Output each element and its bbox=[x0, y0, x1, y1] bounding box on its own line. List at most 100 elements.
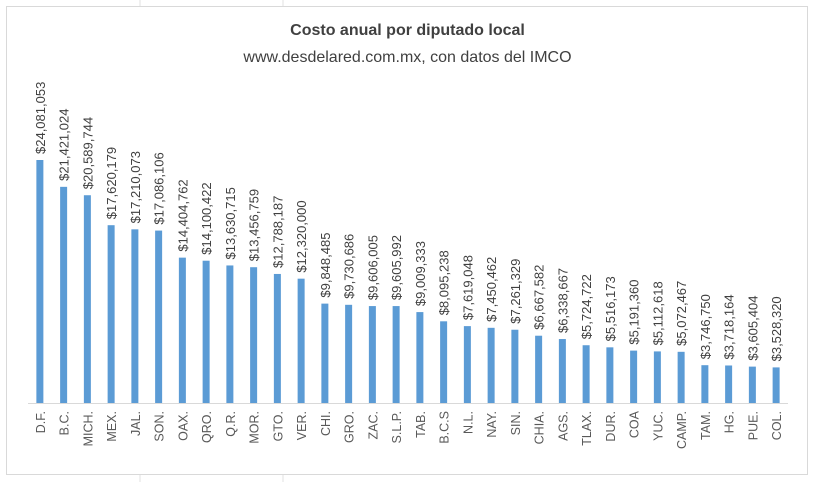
bar-sin[interactable] bbox=[511, 329, 519, 403]
category-label: COL. bbox=[770, 411, 784, 440]
category-label: NAY. bbox=[485, 411, 499, 438]
bar-hg[interactable] bbox=[725, 365, 733, 403]
bar-chia[interactable] bbox=[535, 335, 543, 403]
category-label: GRO. bbox=[343, 411, 357, 443]
category-label: D.F. bbox=[34, 411, 48, 433]
bar-jal[interactable] bbox=[131, 229, 139, 403]
bar-mich[interactable] bbox=[83, 195, 91, 403]
category-label: TAB. bbox=[414, 411, 428, 438]
category-label: SON. bbox=[153, 411, 167, 442]
category-label: B.C. bbox=[58, 411, 72, 435]
category-label: ZAC. bbox=[366, 411, 380, 439]
data-label: $8,095,238 bbox=[437, 250, 452, 315]
category-label: VER. bbox=[295, 411, 309, 440]
category-label: GTO. bbox=[271, 411, 285, 441]
data-label: $14,404,762 bbox=[175, 179, 190, 251]
bar-mor[interactable] bbox=[250, 267, 258, 403]
bar-qr[interactable] bbox=[226, 265, 234, 403]
data-label: $17,086,106 bbox=[152, 152, 167, 224]
bar-pue[interactable] bbox=[748, 366, 756, 403]
data-label: $9,730,686 bbox=[342, 234, 357, 299]
category-label: Q.R. bbox=[224, 411, 238, 437]
bar-bcs[interactable] bbox=[440, 321, 448, 403]
bar-oax[interactable] bbox=[178, 257, 186, 403]
category-label: DUR. bbox=[604, 411, 618, 442]
bar-mex[interactable] bbox=[107, 225, 115, 403]
data-label: $6,667,582 bbox=[532, 265, 547, 330]
bar-dur[interactable] bbox=[606, 347, 614, 403]
category-label: SIN. bbox=[509, 411, 523, 435]
data-label: $3,718,164 bbox=[722, 294, 737, 359]
data-label: $24,081,053 bbox=[33, 82, 48, 154]
data-label: $17,620,179 bbox=[104, 147, 119, 219]
data-label: $9,606,005 bbox=[365, 235, 380, 300]
data-label: $3,605,404 bbox=[745, 296, 760, 361]
data-label: $7,450,462 bbox=[484, 257, 499, 322]
category-label: CHI. bbox=[319, 411, 333, 436]
bar-slp[interactable] bbox=[392, 306, 400, 403]
bar-df[interactable] bbox=[36, 160, 44, 403]
category-label: CHIA. bbox=[533, 411, 547, 444]
category-label: COA bbox=[628, 410, 642, 438]
data-label: $5,072,467 bbox=[674, 281, 689, 346]
category-label: HG. bbox=[723, 411, 737, 433]
data-label: $3,746,750 bbox=[698, 294, 713, 359]
data-label: $5,112,618 bbox=[650, 281, 665, 345]
data-label: $14,100,422 bbox=[199, 182, 214, 254]
data-label: $6,338,667 bbox=[555, 268, 570, 333]
data-label: $13,456,759 bbox=[247, 189, 262, 261]
bar-ags[interactable] bbox=[558, 339, 566, 403]
bar-chi[interactable] bbox=[321, 303, 329, 403]
data-label: $12,320,000 bbox=[294, 200, 309, 272]
data-label: $5,191,360 bbox=[627, 280, 642, 345]
bar-tab[interactable] bbox=[416, 312, 424, 403]
data-label: $9,009,333 bbox=[413, 241, 428, 306]
category-label: AGS. bbox=[556, 411, 570, 441]
data-label: $20,589,744 bbox=[80, 117, 95, 189]
category-label: MOR. bbox=[248, 411, 262, 444]
data-label: $9,605,992 bbox=[389, 235, 404, 300]
bar-bc[interactable] bbox=[60, 186, 68, 403]
bar-nl[interactable] bbox=[463, 326, 471, 403]
category-label: B.C.S bbox=[438, 411, 452, 444]
bar-son[interactable] bbox=[155, 230, 163, 403]
data-label: $7,619,048 bbox=[460, 255, 475, 320]
bar-tlax[interactable] bbox=[582, 345, 590, 403]
category-label: OAX. bbox=[176, 411, 190, 441]
bar-ver[interactable] bbox=[297, 278, 305, 403]
bar-gro[interactable] bbox=[345, 304, 353, 403]
category-label: CAMP. bbox=[675, 411, 689, 449]
bar-coa[interactable] bbox=[630, 350, 638, 403]
bar-gto[interactable] bbox=[273, 273, 281, 403]
category-label: QRO. bbox=[200, 411, 214, 443]
category-label: MEX. bbox=[105, 411, 119, 442]
bar-tam[interactable] bbox=[701, 365, 709, 403]
data-label: $5,724,722 bbox=[579, 274, 594, 339]
category-label: MICH. bbox=[81, 411, 95, 446]
category-label: JAL. bbox=[129, 411, 143, 436]
data-label: $7,261,329 bbox=[508, 259, 523, 324]
category-label: PUE. bbox=[746, 411, 760, 440]
bar-zac[interactable] bbox=[368, 306, 376, 403]
chart-subtitle: www.desdelared.com.mx, con datos del IMC… bbox=[243, 49, 572, 66]
category-label: TLAX. bbox=[580, 411, 594, 446]
category-label: S.L.P. bbox=[390, 411, 404, 443]
category-label: TAM. bbox=[699, 411, 713, 440]
chart-title: Costo anual por diputado local bbox=[290, 22, 525, 39]
data-label: $3,528,320 bbox=[769, 296, 784, 361]
data-label: $12,788,187 bbox=[270, 196, 285, 268]
data-label: $13,630,715 bbox=[223, 187, 238, 259]
data-label: $5,516,173 bbox=[603, 276, 618, 341]
bar-yuc[interactable] bbox=[653, 351, 661, 403]
category-label: N.L. bbox=[461, 411, 475, 434]
chart-area[interactable] bbox=[6, 6, 808, 475]
bar-qro[interactable] bbox=[202, 260, 210, 403]
data-label: $17,210,073 bbox=[128, 151, 143, 223]
bar-camp[interactable] bbox=[677, 351, 685, 403]
category-label: YUC. bbox=[651, 411, 665, 441]
bar-nay[interactable] bbox=[487, 327, 495, 403]
data-label: $9,848,485 bbox=[318, 233, 333, 298]
bar-col[interactable] bbox=[772, 367, 780, 403]
data-label: $21,421,024 bbox=[57, 109, 72, 181]
